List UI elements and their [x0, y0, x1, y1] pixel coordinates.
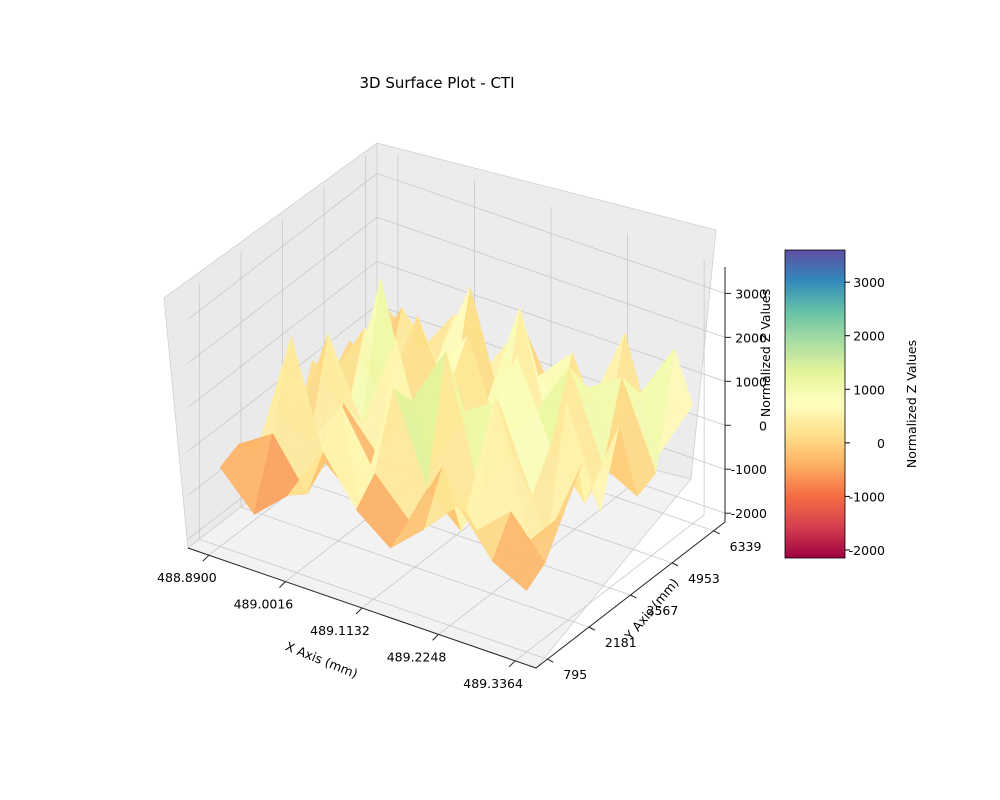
colorbar-ticks: -2000 -1000 0 1000 2000 3000 — [845, 275, 885, 558]
x-tick-label: 489.1132 — [310, 623, 370, 638]
grid-line — [199, 538, 548, 660]
z-tick-label: 0 — [759, 418, 767, 433]
surface-face — [492, 511, 546, 591]
x-tick-label: 489.2248 — [387, 649, 447, 664]
colorbar-tick-label: 1000 — [853, 382, 885, 397]
x-tick-mark — [279, 581, 286, 588]
y-tick-label: 795 — [563, 667, 587, 682]
z-tick-label: 3000 — [735, 286, 767, 301]
tick-labels: 488.8900 489.0016 489.1132 489.2248 489.3364… — [157, 286, 767, 690]
y-tick-label: 3567 — [647, 603, 679, 618]
x-tick-mark — [508, 660, 516, 668]
x-tick-mark — [355, 607, 363, 615]
y-tick-mark — [630, 594, 637, 599]
y-tick-mark — [671, 562, 679, 567]
grid-line — [187, 172, 726, 320]
colorbar-tick-label: 2000 — [853, 329, 885, 344]
grid-line — [282, 474, 631, 596]
colorbar-label: Normalized Z Values — [904, 340, 919, 468]
colorbar-tick-label: -1000 — [849, 489, 885, 504]
axis-lines — [187, 267, 731, 669]
grid-line — [187, 216, 726, 364]
y-tick-label: 4953 — [688, 571, 720, 586]
x-tick-label: 489.0016 — [234, 597, 294, 612]
x-tick-label: 488.8900 — [157, 570, 217, 585]
colorbar-tick-label: -2000 — [849, 543, 885, 558]
x-tick-mark — [202, 554, 210, 562]
colorbar-tick-label: 3000 — [853, 275, 885, 290]
grid-line — [240, 506, 590, 628]
y-tick-mark — [547, 658, 554, 663]
surface-mesh — [219, 278, 694, 591]
colorbar-tick-label: 0 — [877, 436, 885, 451]
x-tick-label: 489.3364 — [463, 676, 523, 691]
x-tick-mark — [432, 634, 439, 641]
z-axis-label: Normalized Z Values — [758, 289, 773, 417]
y-tick-mark — [588, 626, 596, 631]
x-axis-label: X Axis (mm) — [283, 639, 360, 682]
colorbar-gradient — [784, 249, 846, 559]
y-tick-label: 6339 — [730, 539, 762, 554]
y-tick-mark — [713, 530, 720, 535]
grid-line — [187, 260, 726, 408]
y-tick-label: 2181 — [605, 635, 637, 650]
z-tick-label: -1000 — [731, 462, 767, 477]
z-tick-label: 1000 — [735, 374, 767, 389]
z-tick-label: 2000 — [735, 330, 767, 345]
chart-title: 3D Surface Plot - CTI — [359, 74, 514, 92]
z-tick-label: -2000 — [731, 506, 767, 521]
colorbar: -2000 -1000 0 1000 2000 3000 Normalized Z Val… — [784, 249, 919, 559]
